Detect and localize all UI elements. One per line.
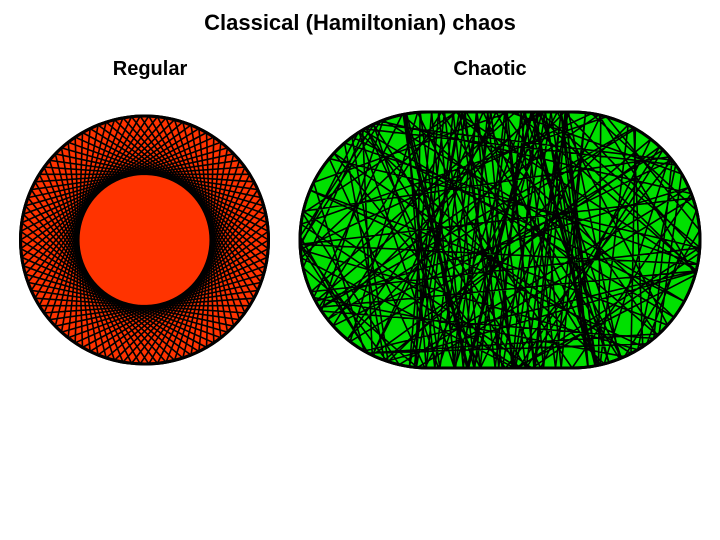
regular-billiard-panel <box>12 100 277 380</box>
chaotic-billiard-svg <box>290 100 710 380</box>
chaotic-billiard-panel <box>290 100 710 380</box>
page: Classical (Hamiltonian) chaos Regular Ch… <box>0 0 720 540</box>
chaotic-label: Chaotic <box>420 58 560 81</box>
regular-label: Regular <box>80 58 220 81</box>
page-title: Classical (Hamiltonian) chaos <box>0 10 720 36</box>
regular-billiard-svg <box>12 100 277 380</box>
